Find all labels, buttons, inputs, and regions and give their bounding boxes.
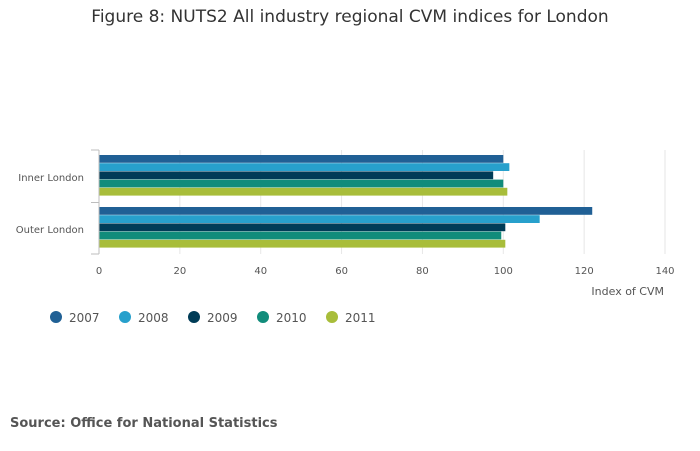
bar-2010-outer-london[interactable] [99,231,502,240]
legend-item-2010[interactable]: 2010 [257,311,307,325]
x-tick-label: 80 [416,266,429,277]
bar-2007-inner-london[interactable] [99,155,504,163]
x-tick-label: 140 [655,266,674,277]
y-tick-label: Outer London [16,225,84,236]
legend-marker [326,311,338,323]
source-note: Source: Office for National Statistics [10,416,278,431]
bars [99,155,593,248]
bar-2009-outer-london[interactable] [99,223,506,232]
legend-item-2009[interactable]: 2009 [188,311,238,325]
legend-item-2011[interactable]: 2011 [326,311,376,325]
bar-2011-outer-london[interactable] [99,239,506,248]
legend-item-2008[interactable]: 2008 [119,311,169,325]
legend-marker [257,311,269,323]
legend-marker [119,311,131,323]
x-tick-label: 0 [96,266,102,277]
legend-marker [50,311,62,323]
x-tick-label: 40 [254,266,267,277]
legend-label: 2009 [207,311,238,325]
y-axis: Inner London Outer London [16,149,100,255]
bar-2010-inner-london[interactable] [99,179,504,188]
legend-label: 2010 [276,311,307,325]
legend-marker [188,311,200,323]
legend-item-2007[interactable]: 2007 [50,311,100,325]
x-axis-title: Index of CVM [591,285,664,298]
legend: 2007 2008 2009 2010 2011 [50,311,376,325]
x-tick-label: 100 [494,266,513,277]
legend-label: 2008 [138,311,169,325]
y-tick-label: Inner London [18,173,84,184]
x-tick-label: 20 [173,266,186,277]
legend-label: 2011 [345,311,376,325]
bar-2008-outer-london[interactable] [99,215,540,223]
bar-2009-inner-london[interactable] [99,171,494,180]
legend-label: 2007 [69,311,100,325]
bar-2007-outer-london[interactable] [99,207,593,215]
chart-title: Figure 8: NUTS2 All industry regional CV… [91,7,609,27]
x-tick-label: 60 [335,266,348,277]
x-tick-label: 120 [575,266,594,277]
x-axis: 0 20 40 60 80 100 120 140 [96,266,675,277]
bar-2011-inner-london[interactable] [99,187,508,196]
bar-2008-inner-london[interactable] [99,163,510,171]
